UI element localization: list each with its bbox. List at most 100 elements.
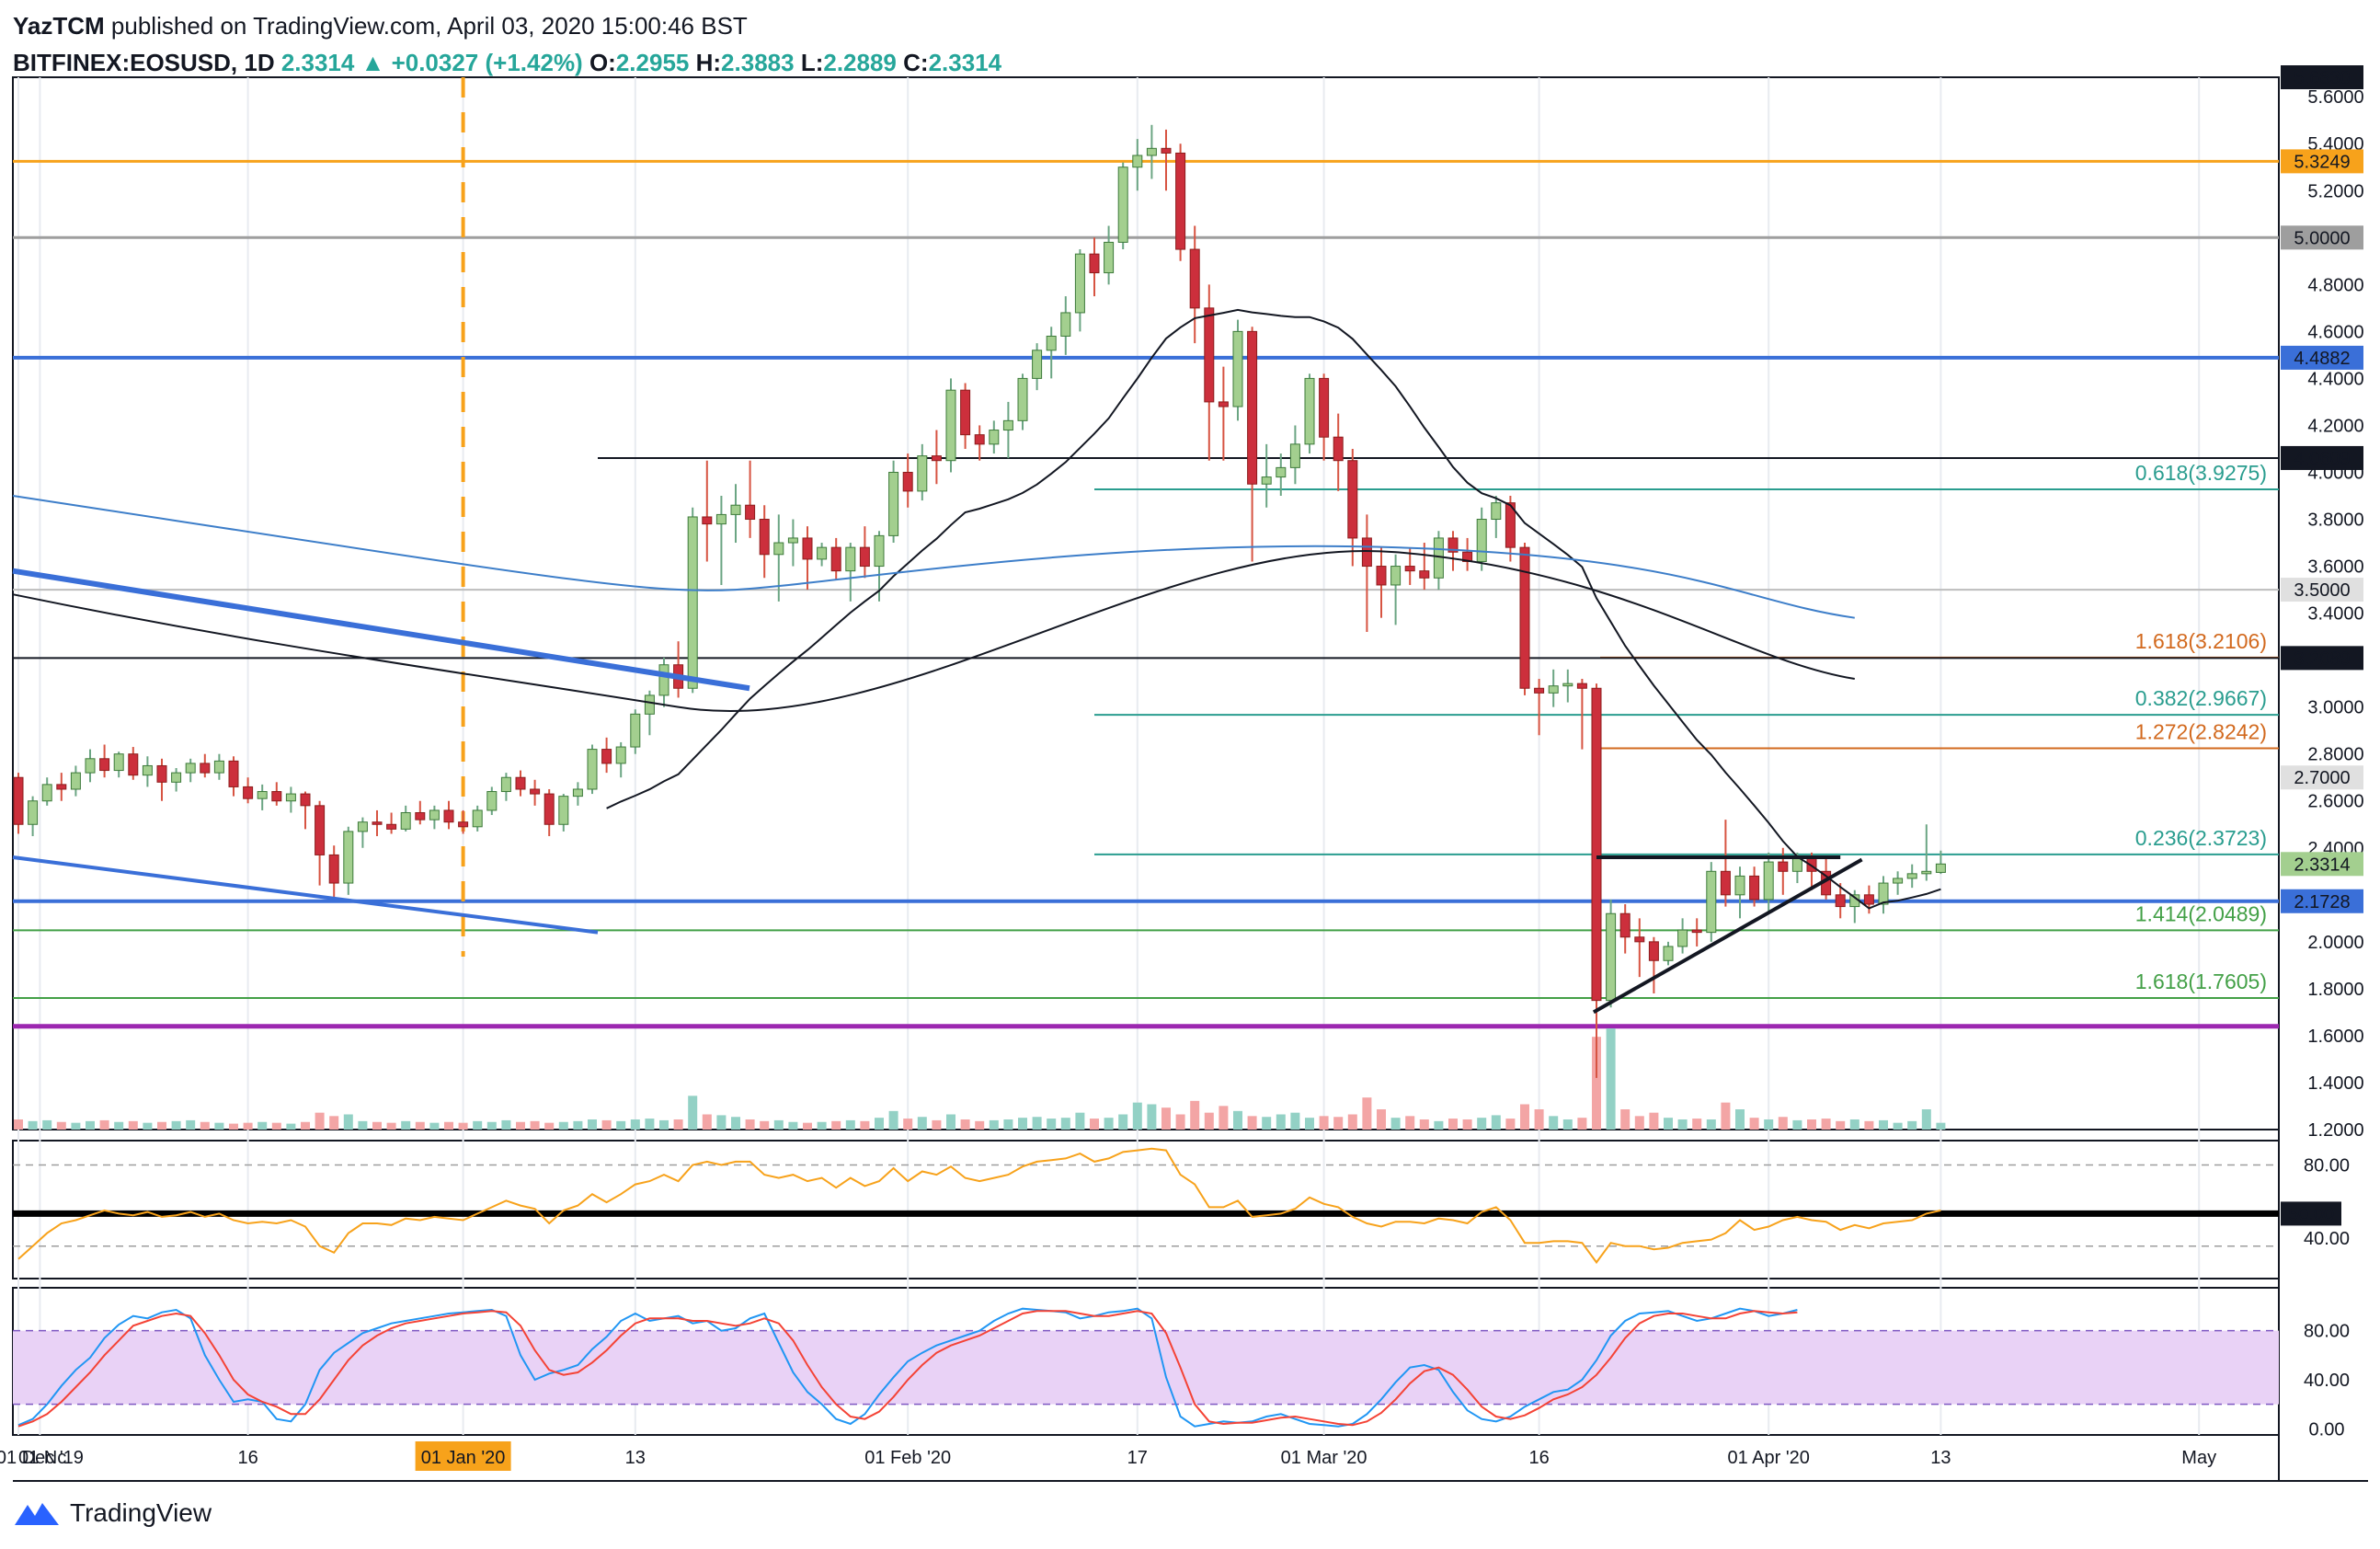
candle-body (429, 809, 440, 820)
candle-body (1906, 873, 1917, 879)
candle-body (1319, 377, 1330, 438)
volume-bar (875, 1118, 884, 1130)
ma-200-line (12, 550, 1855, 712)
price-tick-2: 5.2000 (2307, 181, 2363, 201)
price-tag-8: 2.3314 (2294, 855, 2350, 875)
volume-bar (544, 1122, 555, 1130)
volume-bar (56, 1121, 66, 1130)
price-tag-bg-5 (2281, 578, 2363, 602)
candle-body (113, 753, 124, 772)
candle-body (1333, 436, 1344, 462)
volume-bar (1060, 1118, 1070, 1130)
candle-body (1060, 312, 1071, 337)
time-label-5: 01 Feb '20 (864, 1448, 951, 1468)
descending-trendline-upper (12, 568, 750, 692)
price-tick-3: 4.8000 (2307, 275, 2363, 295)
volume-bar (731, 1117, 740, 1130)
volume-bar (1677, 1119, 1688, 1130)
candle-body (1117, 166, 1128, 243)
volume-bar (659, 1119, 669, 1130)
rsi-50-tag-bg (2281, 1201, 2341, 1226)
volume-bar (1305, 1118, 1314, 1130)
volume-bar (1836, 1120, 1846, 1130)
candle-body (1562, 683, 1573, 687)
tradingview-logo-icon (15, 1503, 59, 1525)
volume-bar (1276, 1114, 1286, 1130)
volume-bar (1706, 1119, 1716, 1130)
candle-body (1447, 537, 1459, 553)
candle-body (1691, 929, 1702, 934)
candle-body (1505, 502, 1516, 548)
volume-bar (286, 1123, 296, 1130)
candle-body (285, 793, 296, 802)
volume-bar (444, 1121, 453, 1130)
candle-body (41, 784, 52, 802)
candle-body (1232, 330, 1243, 407)
volume-bar (229, 1123, 238, 1130)
volume-bar (1247, 1116, 1257, 1130)
candle-body (300, 793, 311, 807)
candle-body (1863, 894, 1874, 905)
volume-bar (860, 1120, 870, 1130)
price-tag-3: 4.4882 (2294, 349, 2350, 369)
price-tag-bg-8 (2281, 852, 2363, 877)
candle-body (486, 791, 498, 811)
candle-body (587, 749, 598, 790)
volume-bar (1448, 1119, 1458, 1130)
volume-bar (458, 1122, 468, 1130)
candle-body (558, 796, 569, 825)
candle-body (989, 430, 1000, 445)
volume-bar (1405, 1116, 1415, 1130)
candle-body (386, 823, 397, 830)
volume-bar (1907, 1120, 1917, 1130)
price-tick-15: 2.0000 (2307, 933, 2363, 953)
symbol-name[interactable]: BITFINEX:EOSUSD, 1D (13, 49, 275, 76)
volume-bar (343, 1114, 353, 1130)
candle-body (845, 546, 856, 572)
publisher-name[interactable]: YazTCM (13, 12, 105, 40)
volume-bar (1893, 1122, 1903, 1130)
candle-body (917, 455, 928, 492)
price-axis: 5.60005.40005.20004.80004.60004.40004.20… (2281, 65, 2364, 1141)
candle-body (715, 513, 727, 525)
candle-body (1074, 253, 1085, 314)
price-tag-bg-9 (2281, 889, 2363, 913)
volume-bar (501, 1119, 511, 1130)
candle-body (1089, 253, 1100, 274)
volume-bars (14, 1028, 1946, 1130)
price-tag-5: 3.5000 (2294, 580, 2350, 601)
fib-label-1: 1.618(3.2106) (2135, 629, 2267, 653)
price-tag-6: 3.2089 (2294, 648, 2350, 669)
candle-body (730, 504, 741, 515)
volume-bar (1735, 1109, 1745, 1130)
time-label-7: 01 Mar '20 (1281, 1448, 1367, 1468)
grid-lines (17, 77, 2201, 1435)
volume-bar (171, 1120, 181, 1130)
rsi-line (17, 1147, 1941, 1265)
volume-bar (946, 1114, 955, 1130)
price-tag-4: 4.0609 (2294, 449, 2350, 469)
candle-body (1749, 875, 1760, 901)
candle-body (1491, 502, 1502, 521)
time-label-10: 13 (1930, 1448, 1951, 1468)
price-tag-bg-0 (2281, 65, 2363, 89)
time-label-0: 01 Nc (18, 1448, 66, 1468)
candle-body (1276, 466, 1287, 478)
low-value: 2.2889 (823, 49, 897, 76)
price-tick-18: 1.4000 (2307, 1073, 2363, 1094)
candle-body (902, 471, 913, 492)
volume-bar (673, 1119, 683, 1130)
candle-body (1548, 685, 1559, 694)
fib-label-5: 1.414(2.0489) (2135, 901, 2267, 925)
tradingview-footer[interactable]: TradingView (13, 1497, 212, 1529)
volume-bar (688, 1096, 698, 1130)
price-tag-bg-2 (2281, 225, 2363, 250)
candle-body (1132, 155, 1143, 168)
drawing-lines (13, 77, 2279, 1029)
candle-body (1002, 419, 1013, 431)
candle-body (572, 788, 583, 797)
volume-bar (1118, 1114, 1128, 1130)
high-value: 2.3883 (721, 49, 795, 76)
volume-bar (1807, 1119, 1816, 1130)
